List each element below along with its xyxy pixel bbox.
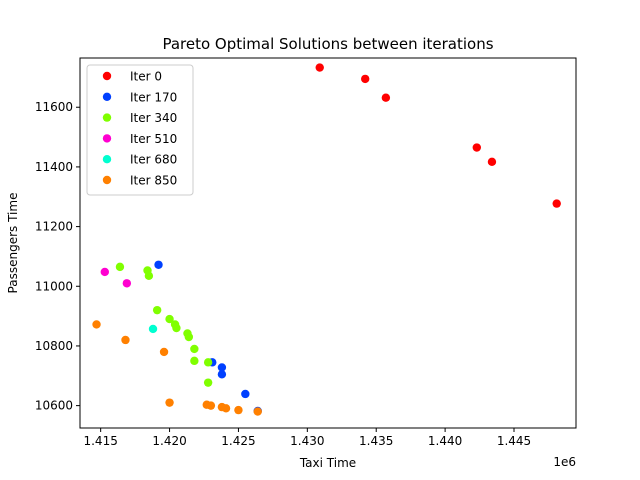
- x-tick-label-1: 1.420: [152, 434, 186, 448]
- x-tick-label-3: 1.430: [290, 434, 324, 448]
- legend-label-5: Iter 850: [130, 174, 177, 188]
- point-series-2-6: [172, 323, 181, 333]
- legend-marker-2: [102, 113, 112, 122]
- y-tick-label-5: 11600: [35, 100, 73, 114]
- axis-ticks: 1.415 1.420 1.425 1.430 1.435 1.440 1.445 10600…: [35, 100, 531, 448]
- y-tick-label-0: 10600: [35, 399, 73, 413]
- point-series-2-4: [165, 314, 174, 324]
- point-series-5-3: [165, 398, 174, 407]
- point-series-0-0: [315, 63, 324, 72]
- legend-marker-5: [102, 175, 112, 185]
- point-series-5-1: [121, 335, 130, 345]
- point-series-2-9: [190, 344, 199, 354]
- legend-marker-0: [102, 71, 112, 81]
- point-series-3-1: [122, 279, 132, 288]
- point-series-3-0: [100, 267, 110, 277]
- point-series-0-3: [472, 143, 481, 152]
- legend-box: [86, 64, 194, 196]
- point-series-5-7: [221, 404, 231, 413]
- point-series-1-4: [241, 389, 250, 399]
- legend-label-0: Iter 0: [130, 70, 162, 84]
- y-axis-label: Passengers Time: [6, 193, 20, 294]
- point-series-0-1: [361, 74, 370, 84]
- point-series-5-9: [253, 407, 262, 416]
- point-series-4-0: [148, 324, 158, 334]
- point-series-2-2: [144, 271, 154, 281]
- x-tick-label-0: 1.415: [83, 434, 117, 448]
- legend-marker-3: [102, 134, 112, 143]
- plot-frame: [79, 57, 577, 429]
- point-series-5-8: [234, 405, 243, 415]
- x-tick-label-4: 1.435: [359, 434, 393, 448]
- y-tick-label-2: 11000: [35, 279, 73, 293]
- point-series-0-4: [487, 157, 497, 167]
- point-series-2-11: [203, 358, 213, 367]
- x-axis-offset-label: 1e6: [553, 455, 576, 469]
- chart-title: Pareto Optimal Solutions between iterati…: [162, 35, 493, 53]
- legend: Iter 0 Iter 170 Iter 340 Iter 510 Iter 680 It…: [86, 64, 194, 196]
- x-tick-label-5: 1.440: [428, 434, 462, 448]
- legend-label-1: Iter 170: [130, 90, 177, 104]
- point-series-2-0: [115, 262, 125, 272]
- point-series-2-10: [190, 356, 199, 366]
- legend-label-3: Iter 510: [130, 132, 177, 146]
- y-tick-label-4: 11400: [35, 160, 73, 174]
- point-series-2-12: [203, 378, 213, 387]
- point-series-2-8: [184, 332, 194, 342]
- legend-marker-1: [102, 92, 112, 102]
- legend-marker-4: [102, 155, 112, 164]
- point-series-1-0: [154, 260, 163, 269]
- point-series-5-2: [159, 347, 169, 357]
- point-series-1-2: [217, 363, 227, 372]
- point-series-5-5: [206, 401, 216, 410]
- point-series-1-3: [217, 370, 227, 379]
- point-series-0-5: [552, 199, 561, 208]
- y-tick-label-3: 11200: [35, 220, 73, 234]
- point-series-0-2: [381, 93, 391, 102]
- legend-label-2: Iter 340: [130, 111, 177, 125]
- y-tick-label-1: 10800: [35, 339, 73, 353]
- legend-label-4: Iter 680: [130, 153, 177, 167]
- x-tick-label-6: 1.445: [497, 434, 531, 448]
- x-tick-label-2: 1.425: [221, 434, 255, 448]
- data-points: [92, 63, 561, 416]
- point-series-2-3: [152, 305, 162, 315]
- x-axis-label: Taxi Time: [299, 456, 356, 470]
- point-series-5-0: [92, 320, 101, 329]
